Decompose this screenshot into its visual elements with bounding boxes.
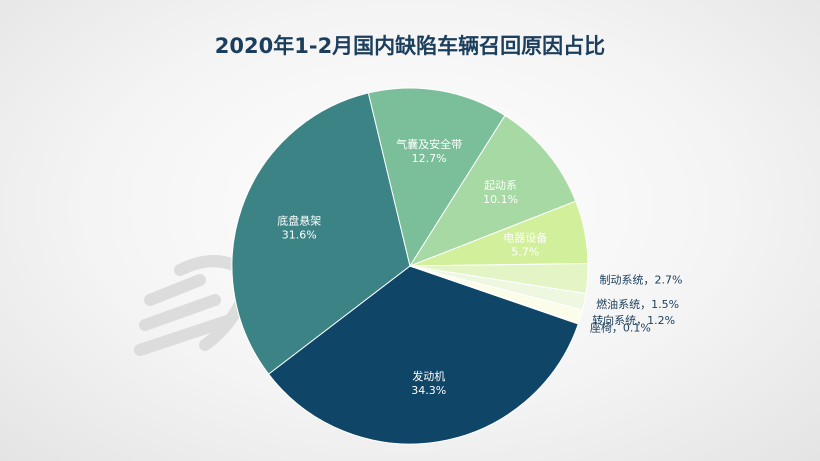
slice-label-发动机: 发动机: [412, 369, 445, 383]
slice-value-电器设备: 5.7%: [511, 245, 539, 258]
slice-label-燃油系统: 燃油系统，1.5%: [596, 297, 679, 311]
slice-label-起动系: 起动系: [484, 179, 517, 192]
chart-title: 2020年1-2月国内缺陷车辆召回原因占比: [214, 34, 606, 58]
pie-slice-气囊及安全带: [367, 87, 506, 268]
slice-label-转向系统: 转向系统，1.2%: [592, 313, 675, 327]
slice-value-发动机: 34.3%: [411, 384, 446, 397]
slice-label-底盘悬架: 底盘悬架: [277, 214, 321, 228]
slice-label-制动系统: 制动系统，2.7%: [600, 273, 683, 286]
pie-slice-底盘悬架: [231, 92, 411, 375]
pie-slice-发动机: [267, 265, 579, 445]
slice-label-气囊及安全带: 气囊及安全带: [396, 137, 462, 151]
slice-value-气囊及安全带: 12.7%: [412, 152, 447, 165]
pie-slice-起动系: [408, 114, 577, 268]
pie-slice-座椅: [409, 265, 580, 325]
slice-label-电器设备: 电器设备: [503, 230, 547, 244]
watermark-logo: [134, 255, 257, 356]
slice-value-起动系: 10.1%: [483, 193, 518, 206]
pie-slices: [231, 87, 589, 445]
slice-value-底盘悬架: 31.6%: [282, 229, 317, 242]
slice-label-座椅: 座椅，0.1%: [590, 320, 651, 334]
